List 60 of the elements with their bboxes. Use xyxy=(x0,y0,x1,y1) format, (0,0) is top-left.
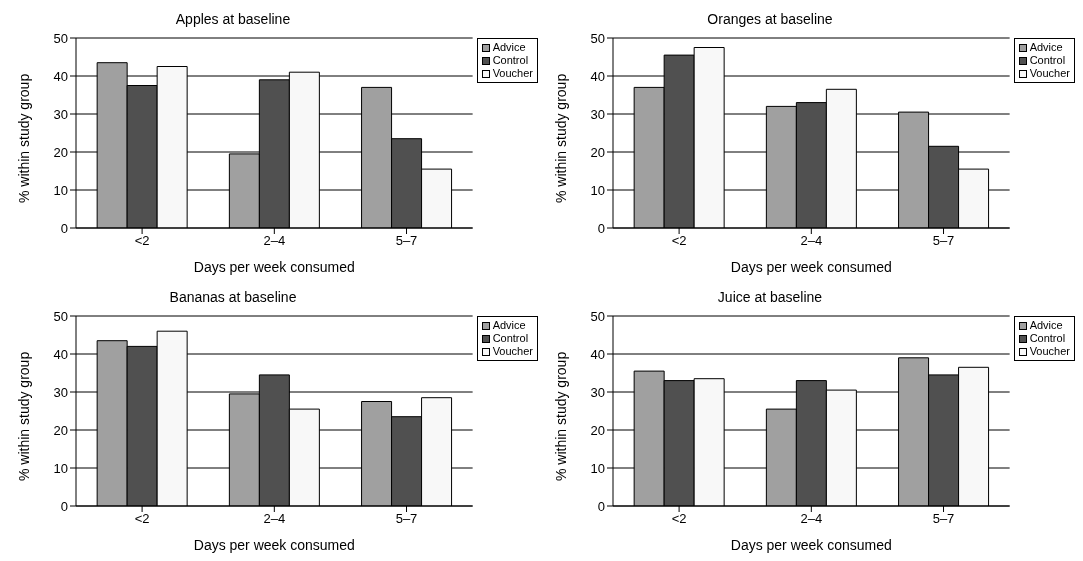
y-tick-label: 10 xyxy=(590,182,605,198)
y-tick-label: 30 xyxy=(590,106,605,122)
y-tick-label: 20 xyxy=(53,144,68,160)
legend-label: Voucher xyxy=(1029,67,1070,80)
legend-label: Advice xyxy=(1029,41,1063,54)
y-tick-label: 40 xyxy=(590,346,605,362)
y-axis-title: % within study group xyxy=(552,73,569,203)
y-tick-label: 20 xyxy=(53,422,68,438)
chart-title: Oranges at baseline xyxy=(706,10,834,29)
y-tick-label: 0 xyxy=(597,498,605,514)
x-axis-title: Days per week consumed xyxy=(193,537,355,553)
x-tick-label: <2 xyxy=(134,233,150,249)
x-tick-label: <2 xyxy=(671,233,687,249)
chart-title: Bananas at baseline xyxy=(168,288,298,307)
legend-label: Control xyxy=(1029,332,1066,345)
x-tick-label: 5–7 xyxy=(932,511,955,527)
y-tick-label: 30 xyxy=(53,384,68,400)
y-axis-title: % within study group xyxy=(552,351,569,481)
legend-label: Control xyxy=(1029,54,1066,67)
y-axis-title: % within study group xyxy=(15,73,32,203)
x-tick-label: <2 xyxy=(134,511,150,527)
y-axis-title: % within study group xyxy=(15,351,32,481)
y-tick-label: 30 xyxy=(590,384,605,400)
y-tick-label: 50 xyxy=(590,308,605,324)
y-tick-label: 30 xyxy=(53,106,68,122)
x-axis-title: Days per week consumed xyxy=(193,259,355,275)
x-tick-label: 2–4 xyxy=(263,511,286,527)
legend-label: Advice xyxy=(1029,319,1063,332)
legend-label: Voucher xyxy=(492,67,533,80)
x-axis-title: Days per week consumed xyxy=(730,537,892,553)
chart-title: Apples at baseline xyxy=(174,10,292,29)
y-tick-label: 0 xyxy=(597,220,605,236)
x-tick-label: 2–4 xyxy=(800,511,823,527)
legend-label: Voucher xyxy=(492,345,533,358)
x-tick-label: 5–7 xyxy=(932,233,955,249)
x-tick-label: <2 xyxy=(671,511,687,527)
y-tick-label: 10 xyxy=(53,460,68,476)
legend-label: Advice xyxy=(492,41,526,54)
legend-label: Control xyxy=(492,54,529,67)
y-tick-label: 0 xyxy=(60,220,68,236)
y-tick-label: 50 xyxy=(590,30,605,46)
y-tick-label: 20 xyxy=(590,422,605,438)
y-tick-label: 0 xyxy=(60,498,68,514)
x-tick-label: 5–7 xyxy=(395,233,418,249)
y-tick-label: 50 xyxy=(53,308,68,324)
legend-label: Control xyxy=(492,332,529,345)
y-tick-label: 40 xyxy=(590,68,605,84)
y-tick-label: 10 xyxy=(590,460,605,476)
chart-title: Juice at baseline xyxy=(716,288,824,307)
y-tick-label: 10 xyxy=(53,182,68,198)
y-tick-label: 40 xyxy=(53,68,68,84)
x-tick-label: 5–7 xyxy=(395,511,418,527)
x-tick-label: 2–4 xyxy=(263,233,286,249)
x-tick-label: 2–4 xyxy=(800,233,823,249)
legend-label: Voucher xyxy=(1029,345,1070,358)
x-axis-title: Days per week consumed xyxy=(730,259,892,275)
y-tick-label: 40 xyxy=(53,346,68,362)
legend-label: Advice xyxy=(492,319,526,332)
y-tick-label: 50 xyxy=(53,30,68,46)
y-tick-label: 20 xyxy=(590,144,605,160)
